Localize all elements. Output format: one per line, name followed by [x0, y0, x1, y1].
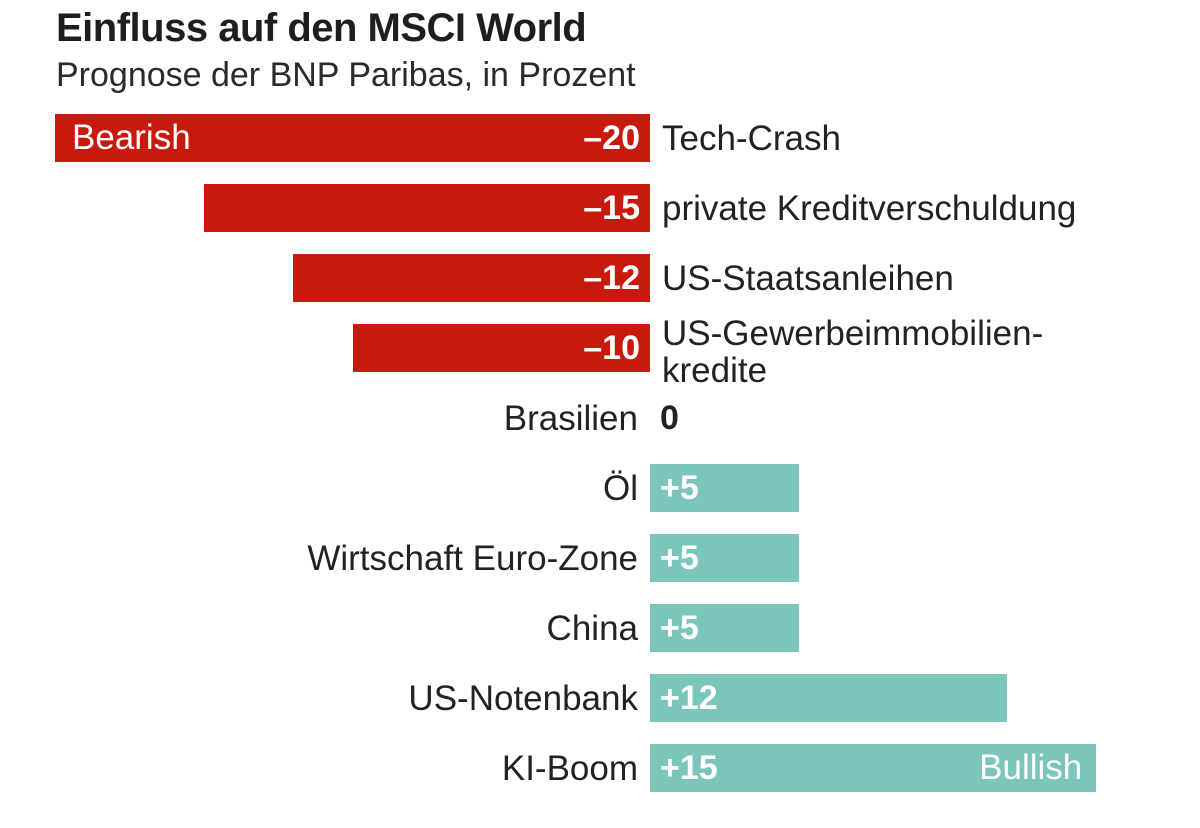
data-label-4: 0 [660, 399, 679, 437]
bar-2 [293, 254, 650, 302]
data-label-1: –15 [583, 189, 640, 227]
data-label-5: +5 [660, 469, 699, 507]
category-label-3: US-Gewerbeimmobilien- kredite [662, 314, 1044, 390]
data-label-7: +5 [660, 609, 699, 647]
bar-3 [352, 324, 650, 372]
bar-1 [203, 184, 650, 232]
bar-7 [650, 604, 799, 652]
data-label-2: –12 [583, 259, 640, 297]
category-label-6: Wirtschaft Euro-Zone [307, 538, 638, 578]
category-label-0: Tech-Crash [662, 118, 841, 158]
category-label-7: China [546, 608, 638, 648]
data-label-8: +12 [660, 679, 718, 717]
category-label-8: US-Notenbank [408, 678, 638, 718]
data-label-0: –20 [583, 119, 640, 157]
bullish-label: Bullish [979, 748, 1083, 787]
chart-subtitle: Prognose der BNP Paribas, in Prozent [56, 56, 636, 94]
data-label-6: +5 [660, 539, 699, 577]
bar-6 [650, 534, 799, 582]
category-label-9: KI-Boom [501, 748, 638, 788]
bearish-label: Bearish [72, 118, 191, 157]
bar-9 [650, 744, 1097, 792]
data-label-9: +15 [660, 749, 718, 787]
bar-8 [650, 674, 1007, 722]
category-label-5: Öl [603, 468, 638, 508]
category-label-1: private Kreditverschuldung [662, 188, 1077, 228]
bar-5 [650, 464, 799, 512]
category-label-4: Brasilien [503, 398, 638, 438]
data-label-3: –10 [583, 329, 640, 367]
bar-0 [55, 114, 650, 162]
category-label-2: US-Staatsanleihen [662, 258, 954, 298]
chart-title: Einfluss auf den MSCI World [56, 6, 587, 50]
